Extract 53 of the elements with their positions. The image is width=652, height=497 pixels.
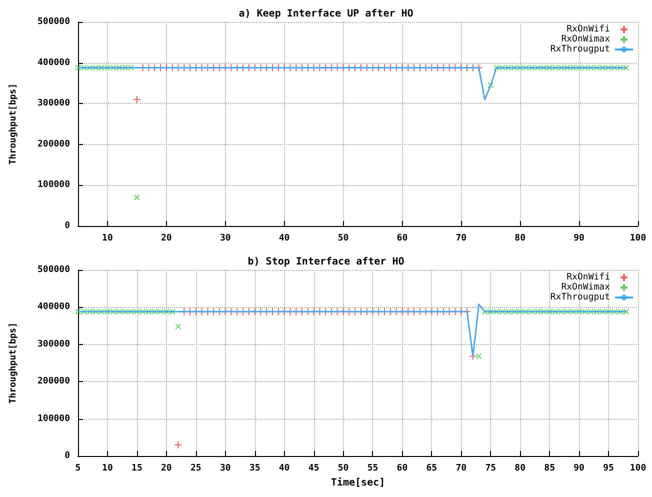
x-tick-label: 75 [485, 464, 496, 474]
y-tick-label: 300000 [37, 339, 70, 350]
y-tick-label: 0 [64, 451, 70, 461]
y-tick-label: 400000 [37, 302, 70, 312]
x-tick-label: 5 [75, 464, 81, 474]
x-tick-label: 25 [190, 464, 202, 474]
legend-label: RxOnWimax [561, 34, 611, 44]
x-tick-label: 55 [367, 464, 378, 474]
y-tick-label: 500000 [37, 17, 70, 27]
y-tick-label: 400000 [37, 58, 70, 68]
y-axis-title: Throughput[bps] [8, 322, 18, 404]
y-tick-label: 100000 [37, 180, 70, 190]
y-tick-label: 100000 [37, 414, 70, 424]
x-tick-label: 10 [102, 464, 113, 474]
chart-title: a) Keep Interface UP after HO [238, 8, 414, 20]
x-tick-label: 70 [456, 234, 467, 244]
x-tick-label: 30 [220, 234, 231, 244]
legend-label: RxThrougput [550, 44, 610, 54]
x-tick-label: 20 [161, 464, 172, 474]
x-axis-title: Time[sec] [330, 476, 386, 488]
x-tick-label: 45 [308, 464, 320, 474]
x-tick-label: 60 [396, 234, 408, 244]
x-tick-label: 20 [161, 234, 172, 244]
y-tick-label: 500000 [37, 265, 70, 275]
legend-label: RxOnWimax [561, 282, 611, 292]
x-tick-label: 85 [544, 464, 555, 474]
x-tick-label: 40 [278, 464, 290, 474]
x-tick-label: 40 [278, 234, 290, 244]
y-tick-label: 0 [64, 221, 70, 231]
x-tick-label: 50 [338, 464, 349, 474]
x-tick-label: 60 [396, 464, 408, 474]
legend-label: RxOnWifi [566, 24, 610, 34]
y-axis-title: Throughput[bps] [8, 83, 18, 165]
x-tick-label: 10 [102, 234, 113, 244]
x-tick-label: 65 [426, 464, 438, 474]
x-tick-label: 15 [132, 464, 142, 474]
y-tick-label: 200000 [37, 376, 70, 387]
legend-label: RxOnWifi [566, 272, 610, 282]
chart-title: b) Stop Interface after HO [248, 256, 404, 268]
x-tick-label: 80 [514, 464, 526, 474]
x-tick-label: 100 [630, 234, 646, 244]
x-tick-label: 35 [249, 464, 260, 474]
y-tick-label: 200000 [37, 139, 70, 150]
x-tick-label: 90 [574, 464, 584, 474]
x-tick-label: 95 [603, 464, 614, 474]
x-tick-label: 100 [630, 464, 646, 474]
x-tick-label: 30 [220, 464, 231, 474]
y-tick-label: 300000 [37, 98, 70, 109]
x-tick-label: 80 [514, 234, 526, 244]
x-tick-label: 70 [456, 464, 467, 474]
x-tick-label: 50 [338, 234, 349, 244]
x-tick-label: 90 [574, 234, 584, 244]
legend-label: RxThrougput [550, 292, 610, 302]
